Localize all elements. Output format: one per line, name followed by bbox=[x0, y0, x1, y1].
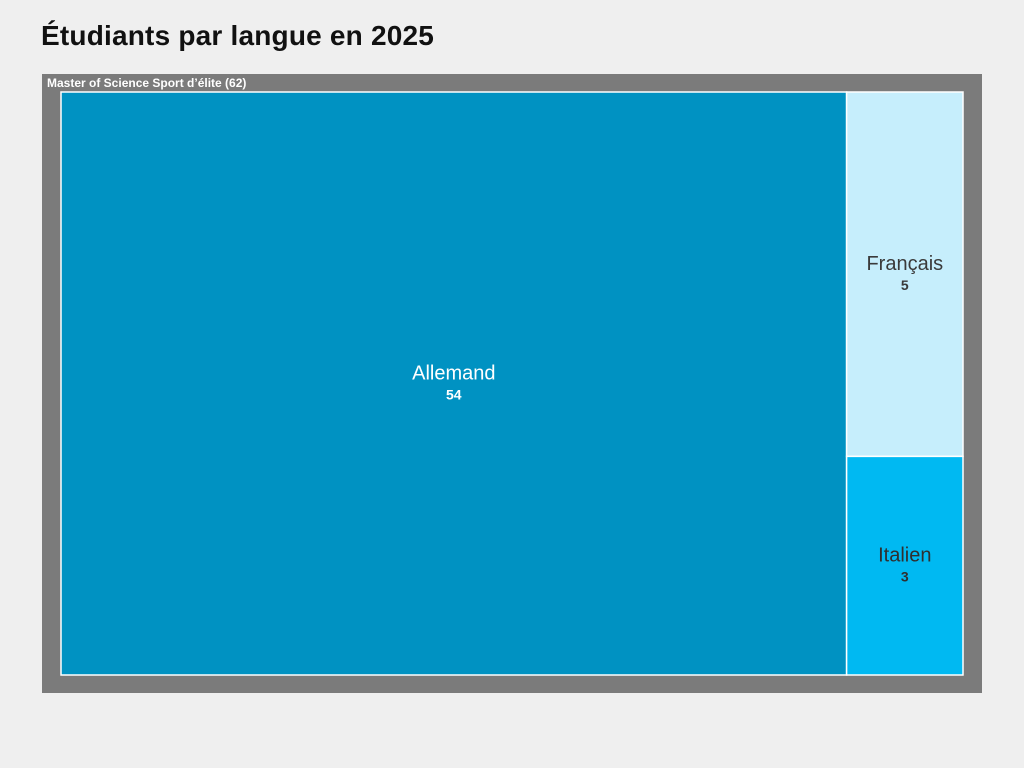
treemap-tile-italien bbox=[845, 455, 964, 676]
chart-title: Étudiants par langue en 2025 bbox=[41, 20, 435, 51]
treemap-tile-francais bbox=[845, 91, 964, 458]
treemap-label-italien: Italien bbox=[878, 545, 931, 567]
treemap-tile-allemand bbox=[60, 91, 848, 676]
treemap-label-allemand: Allemand bbox=[412, 363, 495, 385]
treemap-value-italien: 3 bbox=[901, 569, 909, 585]
treemap-chart: Master of Science Sport d’élite (62) All… bbox=[42, 74, 982, 693]
treemap-value-francais: 5 bbox=[901, 277, 909, 293]
treemap-label-francais: Français bbox=[866, 253, 943, 275]
treemap-value-allemand: 54 bbox=[446, 387, 462, 403]
treemap-root-label: Master of Science Sport d’élite (62) bbox=[47, 76, 246, 90]
